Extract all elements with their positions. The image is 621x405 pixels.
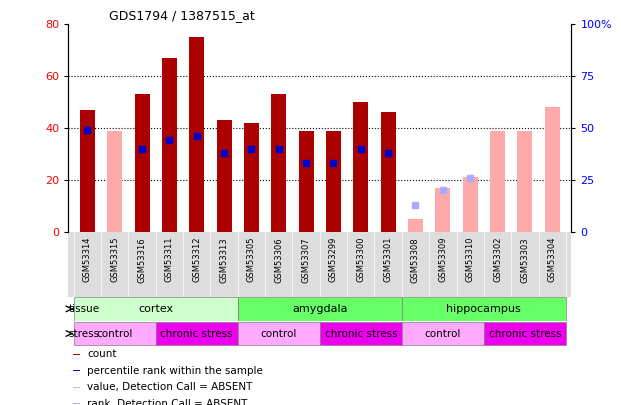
Text: percentile rank within the sample: percentile rank within the sample bbox=[88, 366, 263, 376]
Bar bbox=[299, 131, 314, 232]
Text: GSM53310: GSM53310 bbox=[466, 237, 474, 282]
Text: GSM53309: GSM53309 bbox=[438, 237, 447, 282]
Bar bbox=[156, 322, 238, 345]
Bar bbox=[326, 131, 341, 232]
Text: GSM53301: GSM53301 bbox=[384, 237, 392, 282]
Text: GDS1794 / 1387515_at: GDS1794 / 1387515_at bbox=[109, 9, 255, 22]
Text: chronic stress: chronic stress bbox=[489, 328, 561, 339]
Text: hippocampus: hippocampus bbox=[446, 304, 521, 314]
Text: rank, Detection Call = ABSENT: rank, Detection Call = ABSENT bbox=[88, 399, 248, 405]
Text: control: control bbox=[97, 328, 133, 339]
Bar bbox=[490, 131, 505, 232]
Bar bbox=[217, 120, 232, 232]
Text: GSM53308: GSM53308 bbox=[411, 237, 420, 283]
Bar bbox=[271, 94, 286, 232]
Text: GSM53312: GSM53312 bbox=[193, 237, 201, 282]
Text: amygdala: amygdala bbox=[292, 304, 348, 314]
Bar bbox=[484, 322, 566, 345]
Text: GSM53299: GSM53299 bbox=[329, 237, 338, 282]
Text: chronic stress: chronic stress bbox=[160, 328, 233, 339]
Bar bbox=[517, 131, 532, 232]
Bar bbox=[320, 322, 402, 345]
Text: GSM53304: GSM53304 bbox=[548, 237, 556, 282]
Text: GSM53314: GSM53314 bbox=[83, 237, 92, 282]
Text: cortex: cortex bbox=[138, 304, 173, 314]
Bar bbox=[189, 37, 204, 232]
Text: value, Detection Call = ABSENT: value, Detection Call = ABSENT bbox=[88, 382, 253, 392]
Bar bbox=[402, 322, 484, 345]
Text: stress: stress bbox=[68, 328, 100, 339]
Bar bbox=[381, 113, 396, 232]
Bar bbox=[73, 354, 79, 355]
Text: control: control bbox=[425, 328, 461, 339]
Bar bbox=[73, 387, 79, 388]
Text: control: control bbox=[261, 328, 297, 339]
Bar bbox=[463, 177, 478, 232]
Text: GSM53303: GSM53303 bbox=[520, 237, 529, 283]
Bar bbox=[408, 219, 423, 232]
Bar bbox=[135, 94, 150, 232]
Text: GSM53306: GSM53306 bbox=[274, 237, 283, 283]
Bar bbox=[435, 188, 450, 232]
Bar bbox=[74, 297, 238, 321]
Bar bbox=[353, 102, 368, 232]
Text: GSM53300: GSM53300 bbox=[356, 237, 365, 282]
Text: GSM53313: GSM53313 bbox=[220, 237, 229, 283]
Text: chronic stress: chronic stress bbox=[325, 328, 397, 339]
Bar bbox=[238, 322, 320, 345]
Bar bbox=[107, 131, 122, 232]
Bar bbox=[238, 297, 402, 321]
Bar bbox=[80, 110, 95, 232]
Text: GSM53315: GSM53315 bbox=[111, 237, 119, 282]
Text: GSM53305: GSM53305 bbox=[247, 237, 256, 282]
Bar bbox=[73, 370, 79, 371]
Text: count: count bbox=[88, 349, 117, 359]
Text: GSM53316: GSM53316 bbox=[138, 237, 147, 283]
Text: GSM53302: GSM53302 bbox=[493, 237, 502, 282]
Bar bbox=[402, 297, 566, 321]
Text: tissue: tissue bbox=[68, 304, 100, 314]
Bar bbox=[244, 123, 259, 232]
Text: GSM53311: GSM53311 bbox=[165, 237, 174, 282]
Bar bbox=[74, 322, 156, 345]
Text: GSM53307: GSM53307 bbox=[302, 237, 310, 283]
Bar bbox=[73, 403, 79, 404]
Bar bbox=[162, 58, 177, 232]
Bar bbox=[545, 107, 560, 232]
